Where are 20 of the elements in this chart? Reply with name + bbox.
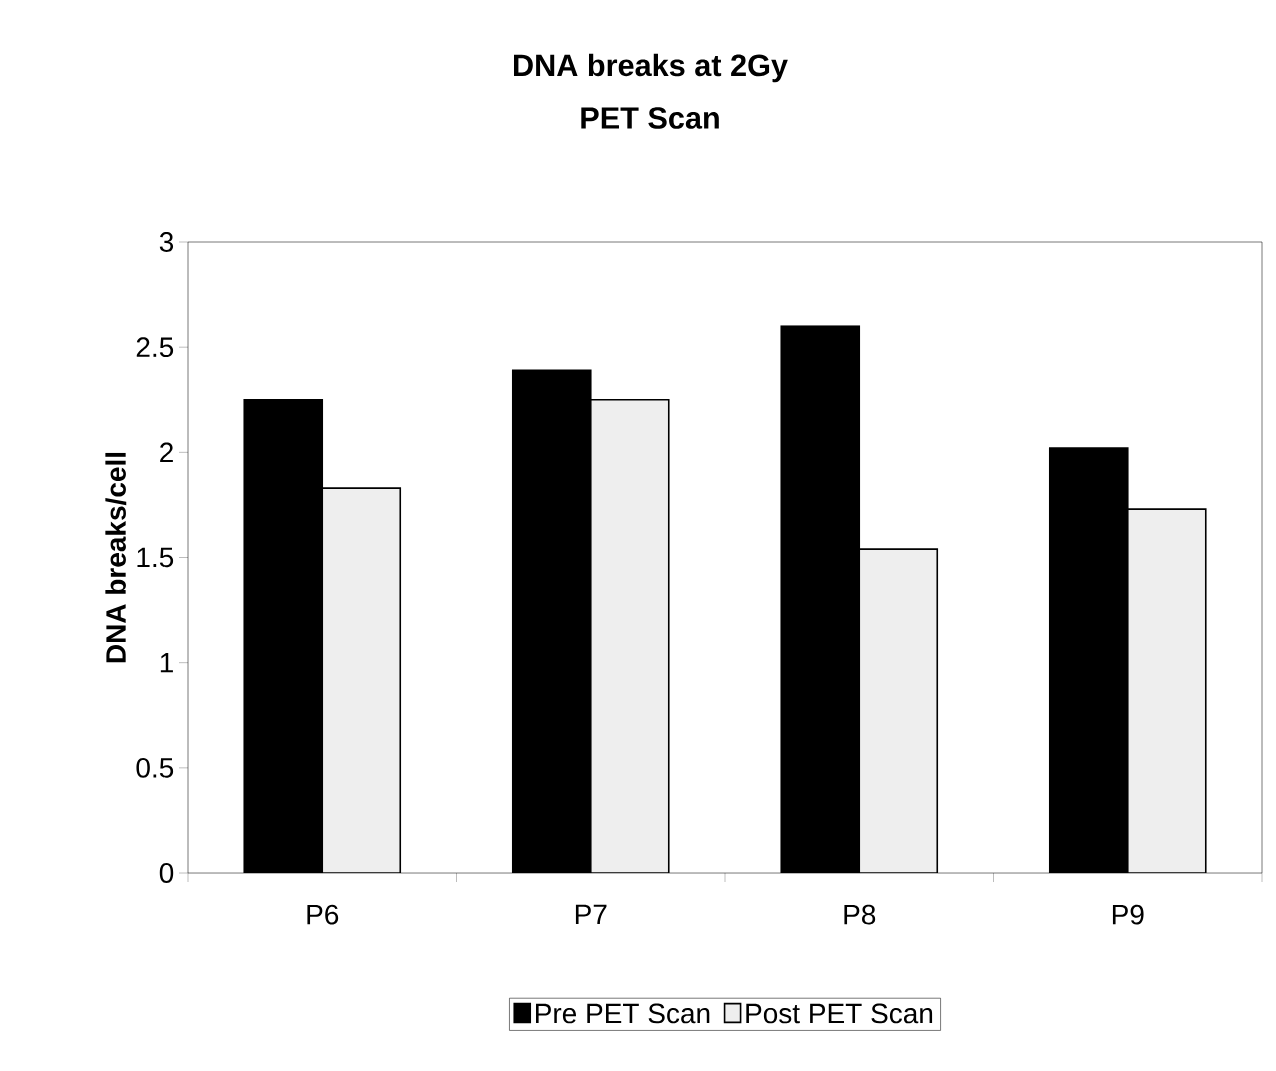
chart-title: DNA breaks at 2Gy (514, 53, 788, 83)
y-tick-label: 3 (159, 232, 174, 252)
chart-subtitle: PET Scan (581, 107, 719, 129)
x-tick-label: P7 (575, 904, 607, 924)
bar (589, 398, 670, 874)
y-tick-label: 0 (159, 863, 174, 883)
y-axis-title: DNA breaks/cell (105, 452, 127, 663)
x-tick-label: P8 (844, 904, 876, 925)
y-tick-label: 1.5 (137, 547, 174, 568)
y-tick-label: 0.5 (136, 757, 174, 778)
legend-label: Post PET Scan (746, 1003, 933, 1024)
y-tick-label: 2.5 (136, 337, 174, 358)
legend-label: Pre PET Scan (536, 1003, 710, 1024)
bar (858, 548, 939, 874)
y-tick-label: 2 (160, 442, 173, 463)
x-tick-label: P9 (1112, 904, 1144, 925)
x-tick-label: P6 (307, 904, 339, 925)
bar (1126, 508, 1207, 874)
y-tick-label: 1 (160, 653, 173, 673)
bar (321, 487, 402, 874)
